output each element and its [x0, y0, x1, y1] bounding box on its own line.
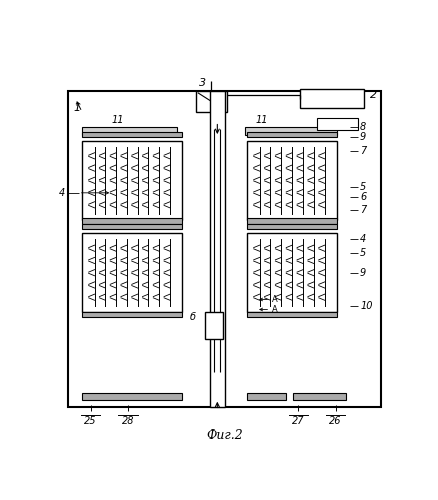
Text: 7: 7 — [359, 146, 365, 156]
Text: 4: 4 — [59, 188, 65, 198]
Bar — [82, 132, 182, 137]
Bar — [196, 91, 226, 112]
Bar — [247, 132, 336, 137]
Bar — [82, 126, 177, 135]
Bar — [245, 126, 336, 135]
Text: б: б — [189, 312, 195, 322]
Bar — [247, 233, 336, 312]
Bar — [82, 141, 182, 220]
Text: 1: 1 — [74, 103, 81, 113]
Bar — [316, 118, 357, 130]
Bar — [82, 233, 182, 312]
Text: 3: 3 — [199, 78, 206, 88]
Text: 11: 11 — [255, 114, 268, 124]
Text: 9: 9 — [359, 132, 365, 142]
Text: 4: 4 — [359, 234, 365, 244]
Bar — [82, 392, 182, 400]
Text: A: A — [271, 295, 277, 304]
Text: 27: 27 — [291, 416, 304, 426]
Bar — [247, 224, 336, 230]
Bar — [209, 91, 225, 406]
Text: 5: 5 — [359, 248, 365, 258]
Bar — [247, 218, 336, 224]
Bar — [204, 312, 223, 339]
Text: 5: 5 — [359, 182, 365, 192]
Text: 9: 9 — [359, 268, 365, 278]
Bar — [247, 141, 336, 220]
Bar — [82, 224, 182, 230]
Text: 10: 10 — [359, 302, 372, 312]
Text: Фиг.2: Фиг.2 — [206, 429, 243, 442]
Text: 25: 25 — [84, 416, 97, 426]
Text: 28: 28 — [121, 416, 134, 426]
Text: 7: 7 — [359, 205, 365, 215]
Text: 8: 8 — [359, 122, 365, 132]
Bar — [247, 392, 286, 400]
Bar — [293, 392, 345, 400]
Text: 2: 2 — [369, 90, 376, 100]
Bar — [82, 218, 182, 224]
Bar — [299, 89, 364, 108]
Text: A: A — [271, 305, 277, 314]
Bar — [82, 312, 182, 317]
Text: 26: 26 — [328, 416, 341, 426]
Text: 11: 11 — [111, 114, 124, 124]
Text: 6: 6 — [359, 192, 365, 202]
Bar — [247, 312, 336, 317]
Bar — [68, 91, 381, 406]
